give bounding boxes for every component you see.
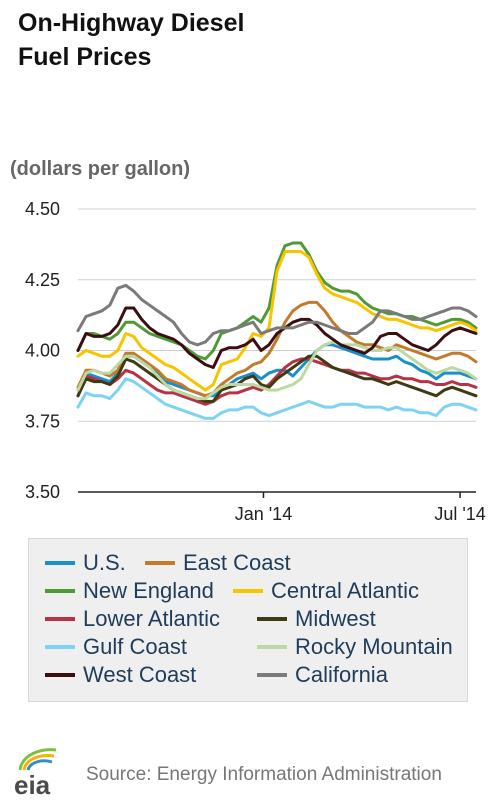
legend-item: Rocky Mountain (257, 634, 453, 660)
series-line-rocky-mountain (76, 340, 478, 401)
legend-swatch (45, 617, 75, 621)
legend-label: Rocky Mountain (295, 634, 453, 659)
series-lines (76, 241, 478, 420)
legend-row: Gulf Coast Rocky Mountain (45, 633, 467, 661)
legend-label: Midwest (295, 606, 376, 631)
legend-swatch (45, 645, 75, 649)
legend-item: New England (45, 578, 233, 604)
legend-swatch (257, 645, 287, 649)
y-axis-units-label: (dollars per gallon) (10, 158, 191, 180)
legend-label: Lower Atlantic (83, 606, 220, 631)
legend-item: Midwest (257, 606, 376, 632)
series-line-east-coast (76, 300, 478, 398)
legend-swatch (145, 561, 175, 565)
legend-row: West Coast California (45, 661, 467, 689)
line-chart: 3.50 3.75 4.00 4.25 4.50 Jan '14 Jul '14 (25, 199, 486, 524)
legend-row: Lower Atlantic Midwest (45, 605, 467, 633)
legend-row: U.S. East Coast (45, 549, 467, 577)
eia-logo-rays-icon (18, 748, 57, 771)
legend-label: East Coast (183, 550, 291, 575)
legend-item: Gulf Coast (45, 634, 257, 660)
legend: U.S. East Coast New England Central Atlanti… (28, 538, 468, 702)
legend-label: New England (83, 578, 214, 603)
eia-logo: eia (14, 748, 57, 796)
y-axis-ticks: 3.50 3.75 4.00 4.25 4.50 (25, 199, 60, 502)
legend-item: Lower Atlantic (45, 606, 257, 632)
legend-row: New England Central Atlantic (45, 577, 467, 605)
x-axis: Jan '14 Jul '14 (78, 491, 486, 524)
legend-item: California (257, 662, 388, 688)
eia-logo-text: eia (14, 770, 51, 796)
y-tick-label: 4.50 (25, 199, 60, 219)
legend-item: East Coast (145, 550, 291, 576)
legend-label: U.S. (83, 550, 126, 575)
legend-swatch (45, 561, 75, 565)
legend-swatch (257, 673, 287, 677)
y-tick-label: 3.50 (25, 482, 60, 502)
y-tick-label: 4.00 (25, 341, 60, 361)
chart-title-line-2: Fuel Prices (18, 43, 152, 71)
y-tick-label: 3.75 (25, 411, 60, 431)
series-line-gulf-coast (76, 377, 478, 420)
series-line-midwest (76, 354, 478, 403)
y-tick-label: 4.25 (25, 270, 60, 290)
legend-swatch (45, 589, 75, 593)
legend-label: Gulf Coast (83, 634, 187, 659)
legend-label: Central Atlantic (271, 578, 419, 603)
legend-item: West Coast (45, 662, 257, 688)
x-tick-label: Jan '14 (235, 504, 292, 524)
series-line-lower-atlantic (76, 357, 478, 406)
legend-label: West Coast (83, 662, 197, 687)
footer: eia Source: Energy Information Administr… (0, 738, 500, 798)
series-line-california (76, 283, 478, 347)
chart-title: On-Highway Diesel Fuel Prices (18, 6, 244, 74)
series-line-new-england (76, 241, 478, 361)
legend-swatch (45, 673, 75, 677)
series-line-west-coast (76, 306, 478, 369)
chart-title-line-1: On-Highway Diesel (18, 9, 245, 37)
series-line-central-atlantic (76, 250, 478, 392)
legend-label: California (295, 662, 388, 687)
legend-swatch (233, 589, 263, 593)
legend-item: U.S. (45, 550, 145, 576)
x-tick-label: Jul '14 (434, 504, 485, 524)
legend-item: Central Atlantic (233, 578, 419, 604)
legend-swatch (257, 617, 287, 621)
source-note: Source: Energy Information Administratio… (86, 764, 442, 785)
